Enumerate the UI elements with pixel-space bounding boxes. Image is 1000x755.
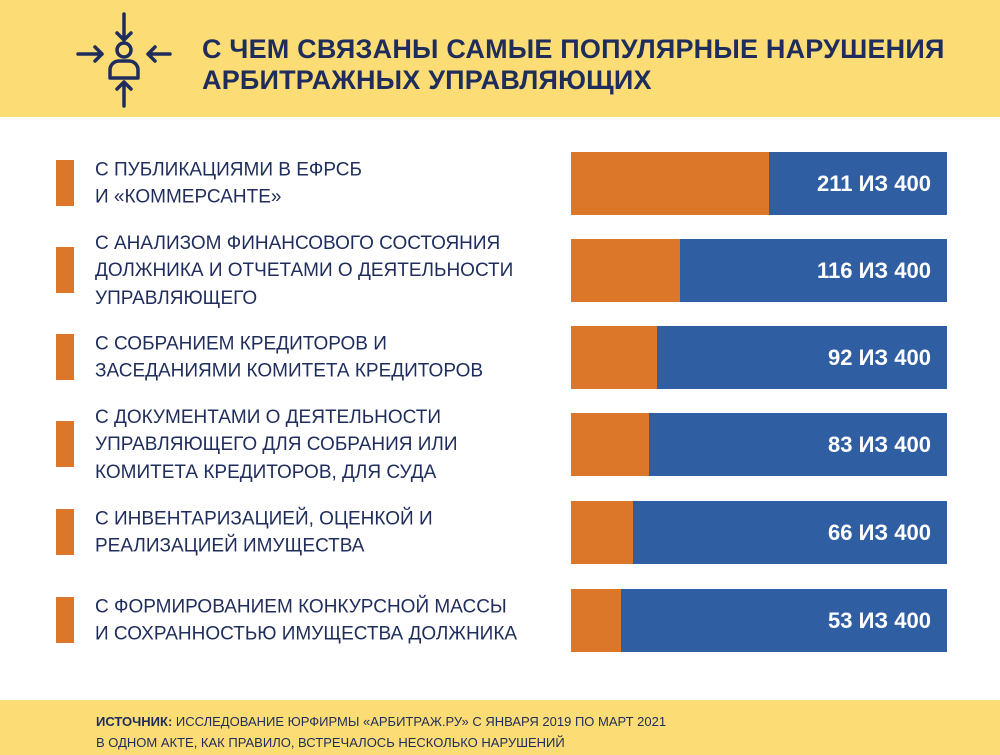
label-line: С СОБРАНИЕМ КРЕДИТОРОВ И: [95, 333, 387, 354]
bar-total: 66 ИЗ 400: [571, 501, 947, 564]
category-marker: [56, 160, 74, 206]
category-marker: [56, 247, 74, 293]
bar-row: С АНАЛИЗОМ ФИНАНСОВОГО СОСТОЯНИЯ ДОЛЖНИКА…: [0, 232, 1000, 308]
label-line: УПРАВЛЯЮЩЕГО: [95, 287, 258, 309]
label-line: РЕАЛИЗАЦИЕЙ ИМУЩЕСТВА: [95, 535, 365, 557]
category-label: С ПУБЛИКАЦИЯМИ В ЕФРСБ И «КОММЕРСАНТЕ»: [95, 156, 555, 211]
title-line: АРБИТРАЖНЫХ УПРАВЛЯЮЩИХ: [202, 65, 652, 95]
label-line: С ИНВЕНТАРИЗАЦИЕЙ, ОЦЕНКОЙ И: [95, 508, 433, 529]
label-line: ЗАСЕДАНИЯМИ КОМИТЕТА КРЕДИТОРОВ: [95, 360, 484, 382]
bar-row: С СОБРАНИЕМ КРЕДИТОРОВ И ЗАСЕДАНИЯМИ КОМИ…: [0, 326, 1000, 389]
bar-value: [571, 326, 658, 389]
bar-total: 92 ИЗ 400: [571, 326, 947, 389]
bar-row: С ИНВЕНТАРИЗАЦИЕЙ, ОЦЕНКОЙ И РЕАЛИЗАЦИЕЙ …: [0, 501, 1000, 564]
category-label: С ФОРМИРОВАНИЕМ КОНКУРСНОЙ МАССЫ И СОХРАН…: [95, 593, 555, 648]
page-title: С ЧЕМ СВЯЗАНЫ САМЫЕ ПОПУЛЯРНЫЕ НАРУШЕНИЯ…: [202, 34, 945, 96]
label-line: И СОХРАННОСТЬЮ ИМУЩЕСТВА ДОЛЖНИКА: [95, 623, 518, 645]
data-label: 211 ИЗ 400: [816, 171, 931, 196]
bar-value: [571, 589, 621, 652]
category-label: С ДОКУМЕНТАМИ О ДЕЯТЕЛЬНОСТИ УПРАВЛЯЮЩЕГО…: [95, 403, 555, 486]
bar-value: [571, 239, 681, 302]
category-marker: [56, 597, 74, 643]
bar-row: С ПУБЛИКАЦИЯМИ В ЕФРСБ И «КОММЕРСАНТЕ» 21…: [0, 152, 1000, 215]
category-marker: [56, 421, 74, 467]
bar-total: 211 ИЗ 400: [571, 152, 947, 215]
bar-row: С ДОКУМЕНТАМИ О ДЕЯТЕЛЬНОСТИ УПРАВЛЯЮЩЕГО…: [0, 406, 1000, 482]
label-line: С ПУБЛИКАЦИЯМИ В ЕФРСБ: [95, 159, 362, 180]
title-line: С ЧЕМ СВЯЗАНЫ САМЫЕ ПОПУЛЯРНЫЕ НАРУШЕНИЯ: [202, 34, 945, 64]
person-arrows-icon: [76, 12, 172, 108]
bar-value: [571, 413, 650, 476]
source-line: ИСТОЧНИК: ИССЛЕДОВАНИЕ ЮРФИРМЫ «АРБИТРАЖ…: [96, 711, 1000, 732]
footer-note: В ОДНОМ АКТЕ, КАК ПРАВИЛО, ВСТРЕЧАЛОСЬ Н…: [96, 735, 565, 750]
label-line: КОМИТЕТА КРЕДИТОРОВ, ДЛЯ СУДА: [95, 461, 437, 483]
category-label: С СОБРАНИЕМ КРЕДИТОРОВ И ЗАСЕДАНИЯМИ КОМИ…: [95, 330, 555, 385]
label-line: ДОЛЖНИКА И ОТЧЕТАМИ О ДЕЯТЕЛЬНОСТИ: [95, 259, 514, 281]
label-line: С АНАЛИЗОМ ФИНАНСОВОГО СОСТОЯНИЯ: [95, 232, 501, 254]
source-label: ИСТОЧНИК:: [96, 714, 173, 729]
label-line: С ДОКУМЕНТАМИ О ДЕЯТЕЛЬНОСТИ: [95, 406, 442, 428]
category-marker: [56, 509, 74, 555]
data-label: 92 ИЗ 400: [828, 345, 931, 370]
source-text: ИССЛЕДОВАНИЕ ЮРФИРМЫ «АРБИТРАЖ.РУ» С ЯНВ…: [172, 714, 667, 729]
bar-total: 53 ИЗ 400: [571, 589, 947, 652]
data-label: 66 ИЗ 400: [828, 520, 931, 545]
label-line: И «КОММЕРСАНТЕ»: [95, 186, 282, 208]
header-band: С ЧЕМ СВЯЗАНЫ САМЫЕ ПОПУЛЯРНЫЕ НАРУШЕНИЯ…: [0, 0, 1000, 117]
data-label: 53 ИЗ 400: [828, 608, 931, 633]
category-marker: [56, 334, 74, 380]
category-label: С АНАЛИЗОМ ФИНАНСОВОГО СОСТОЯНИЯ ДОЛЖНИКА…: [95, 229, 555, 312]
data-label: 116 ИЗ 400: [816, 258, 931, 283]
footer: ИСТОЧНИК: ИССЛЕДОВАНИЕ ЮРФИРМЫ «АРБИТРАЖ…: [0, 700, 1000, 755]
bar-value: [571, 501, 634, 564]
label-line: УПРАВЛЯЮЩЕГО ДЛЯ СОБРАНИЯ ИЛИ: [95, 433, 458, 455]
bar-total: 83 ИЗ 400: [571, 413, 947, 476]
bar-value: [571, 152, 770, 215]
bar-row: С ФОРМИРОВАНИЕМ КОНКУРСНОЙ МАССЫ И СОХРАН…: [0, 589, 1000, 652]
bar-total: 116 ИЗ 400: [571, 239, 947, 302]
category-label: С ИНВЕНТАРИЗАЦИЕЙ, ОЦЕНКОЙ И РЕАЛИЗАЦИЕЙ …: [95, 505, 555, 560]
label-line: С ФОРМИРОВАНИЕМ КОНКУРСНОЙ МАССЫ: [95, 596, 507, 617]
data-label: 83 ИЗ 400: [828, 432, 931, 457]
